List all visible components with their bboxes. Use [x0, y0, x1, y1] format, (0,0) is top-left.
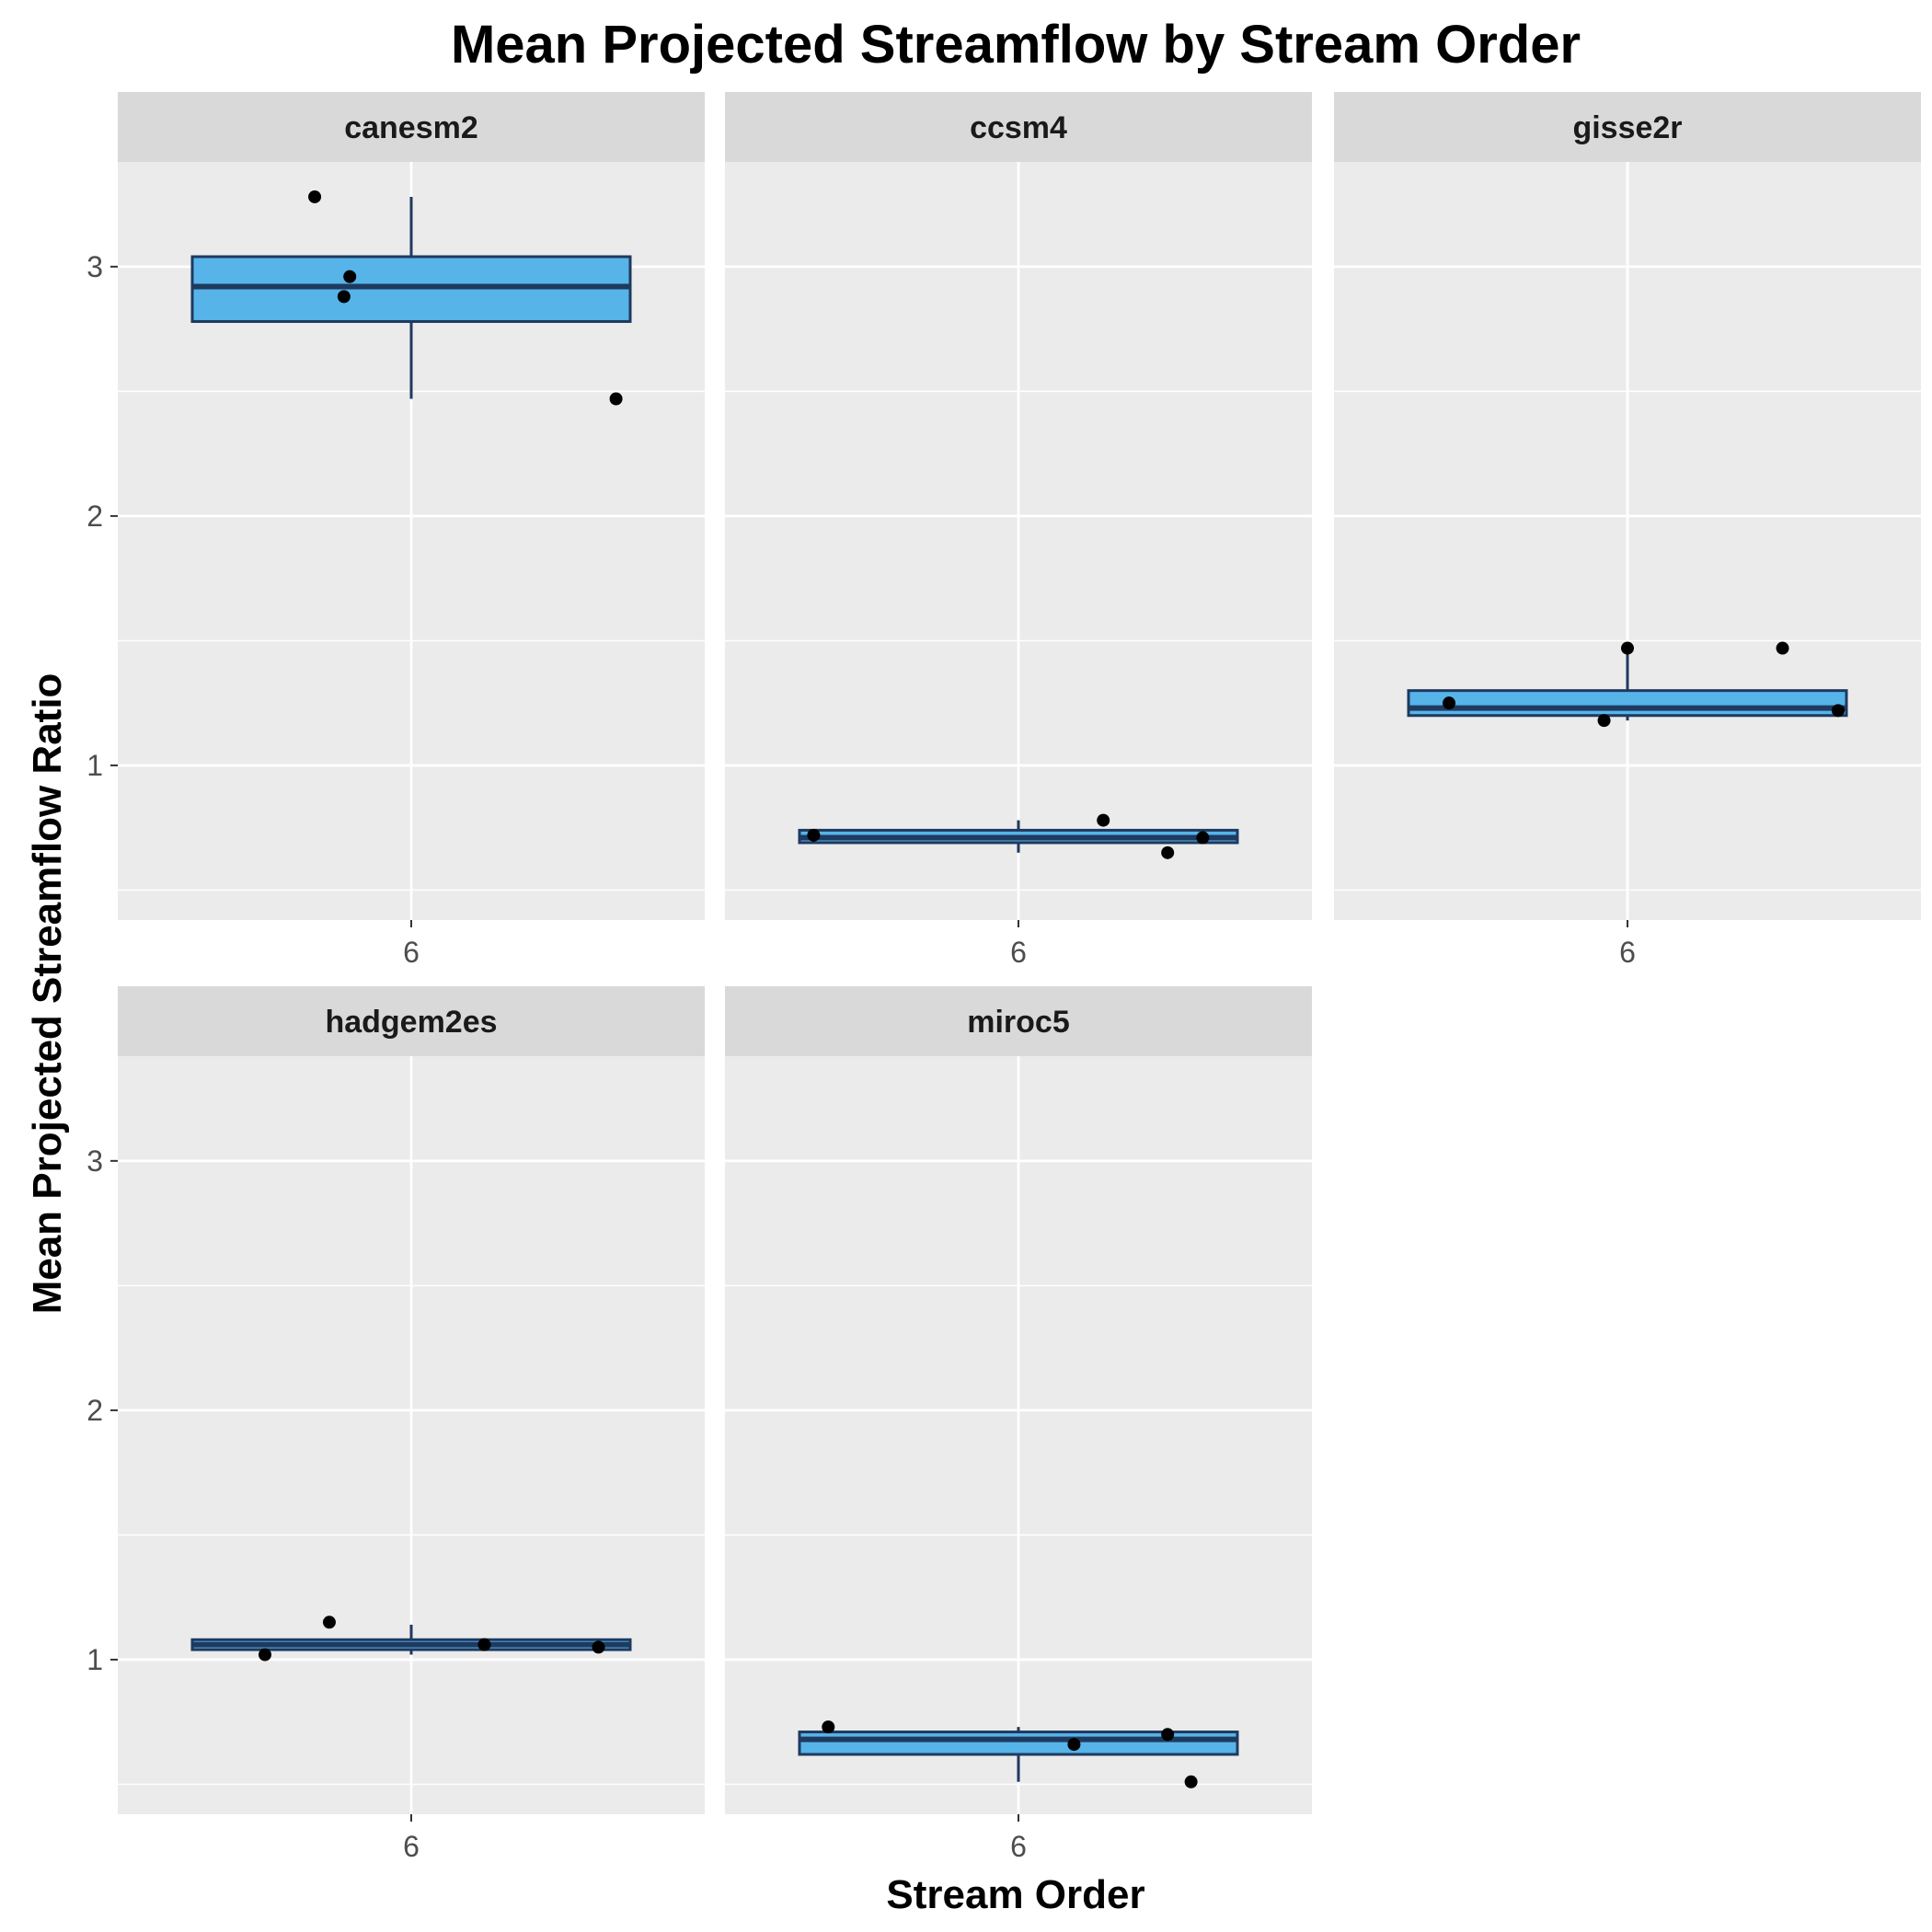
- data-point: [1831, 704, 1845, 718]
- data-point: [477, 1638, 491, 1651]
- y-axis-title: Mean Projected Streamflow Ratio: [25, 673, 70, 1315]
- data-point: [322, 1616, 336, 1629]
- y-tick-label: 1: [86, 1643, 103, 1676]
- facet-canesm2: canesm2 1 2 3 6: [86, 92, 705, 969]
- data-point: [1621, 641, 1634, 655]
- data-point: [609, 392, 623, 406]
- data-point: [259, 1648, 271, 1662]
- facet-gisse2r: gisse2r 6: [1334, 92, 1921, 969]
- data-point: [308, 190, 322, 203]
- strip-background: [118, 986, 705, 1056]
- data-point: [1161, 845, 1175, 859]
- x-tick-label: 6: [1010, 936, 1027, 969]
- data-point: [1161, 1728, 1175, 1742]
- data-point: [592, 1640, 605, 1654]
- data-point: [343, 270, 357, 283]
- data-point: [807, 828, 821, 842]
- data-point: [1067, 1738, 1081, 1752]
- y-tick-label: 2: [86, 1394, 103, 1427]
- strip-label: canesm2: [344, 110, 478, 145]
- strip-background: [725, 986, 1312, 1056]
- data-point: [1776, 641, 1789, 655]
- strip-background: [725, 92, 1312, 162]
- strip-background: [118, 92, 705, 162]
- facet-ccsm4: ccsm4 6: [725, 92, 1312, 969]
- x-tick-label: 6: [403, 936, 420, 969]
- y-tick-label: 3: [86, 250, 103, 283]
- x-tick-label: 6: [1010, 1830, 1027, 1863]
- x-tick-label: 6: [403, 1830, 420, 1863]
- data-point: [822, 1720, 835, 1734]
- data-point: [1597, 714, 1611, 728]
- strip-label: ccsm4: [970, 110, 1067, 145]
- y-tick-label: 1: [86, 749, 103, 782]
- facet-hadgem2es: hadgem2es 1 2 3 6: [86, 986, 705, 1863]
- data-point: [337, 290, 351, 304]
- x-tick-label: 6: [1619, 936, 1636, 969]
- facet-miroc5: miroc5 6: [725, 986, 1312, 1863]
- data-point: [1184, 1775, 1198, 1788]
- y-tick-label: 2: [86, 500, 103, 533]
- data-point: [1097, 813, 1110, 827]
- y-tick-label: 3: [86, 1144, 103, 1178]
- facet-panels: canesm21236ccsm46gisse2r6hadgem2es1236mi…: [86, 92, 1921, 1863]
- data-point: [1196, 831, 1210, 845]
- data-point: [1443, 696, 1456, 710]
- x-axis-title: Stream Order: [886, 1872, 1144, 1917]
- strip-background: [1334, 92, 1921, 162]
- strip-label: hadgem2es: [325, 1005, 497, 1040]
- chart-title: Mean Projected Streamflow by Stream Orde…: [451, 15, 1581, 75]
- box-iqr: [1407, 689, 1848, 718]
- strip-label: gisse2r: [1572, 110, 1682, 145]
- strip-label: miroc5: [967, 1005, 1070, 1040]
